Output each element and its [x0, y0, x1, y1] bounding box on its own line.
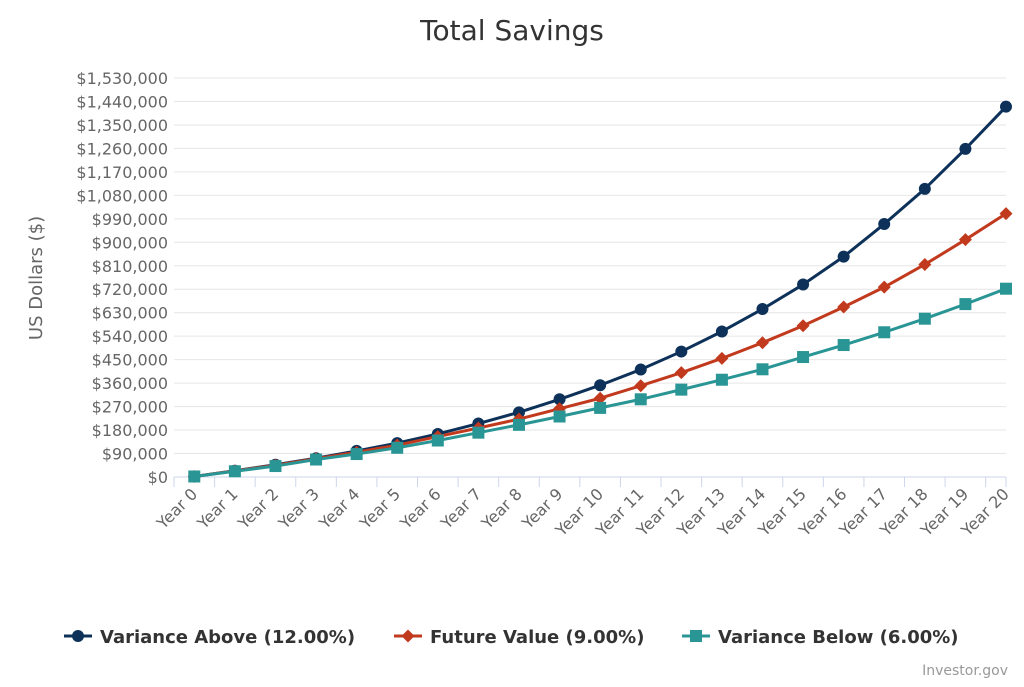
data-point[interactable]	[797, 351, 810, 364]
data-point	[401, 629, 415, 643]
data-point[interactable]	[1000, 282, 1012, 295]
series-3	[188, 282, 1012, 483]
x-tick-label: Year 4	[315, 484, 364, 533]
data-point[interactable]	[431, 434, 444, 447]
data-point[interactable]	[512, 406, 525, 419]
y-tick-label: $1,170,000	[76, 163, 168, 182]
data-point[interactable]	[959, 298, 972, 311]
y-tick-label: $1,260,000	[76, 139, 168, 158]
data-point	[72, 630, 84, 642]
y-tick-label: $990,000	[92, 210, 168, 229]
x-tick-label: Year 8	[477, 484, 526, 533]
y-tick-label: $270,000	[92, 398, 168, 417]
data-point[interactable]	[837, 300, 851, 314]
x-tick-label: Year 2	[233, 484, 282, 533]
data-point[interactable]	[715, 373, 728, 386]
data-point[interactable]	[512, 418, 525, 431]
data-point[interactable]	[918, 312, 931, 325]
y-tick-label: $180,000	[92, 421, 168, 440]
data-point[interactable]	[228, 465, 241, 478]
data-point[interactable]	[797, 278, 810, 291]
data-point[interactable]	[472, 426, 485, 439]
data-point[interactable]	[999, 207, 1013, 221]
data-point[interactable]	[391, 441, 404, 454]
y-tick-label: $810,000	[92, 257, 168, 276]
series-group	[187, 100, 1013, 483]
y-tick-label: $1,440,000	[76, 92, 168, 111]
y-tick-label: $540,000	[92, 327, 168, 346]
data-point[interactable]	[918, 257, 932, 271]
y-tick-label: $1,350,000	[76, 116, 168, 135]
x-tick-label: Year 5	[355, 484, 404, 533]
credit-text[interactable]: Investor.gov	[922, 663, 1008, 679]
data-point[interactable]	[634, 363, 647, 376]
x-tick-label: Year 1	[193, 484, 242, 533]
x-tick-label: Year 7	[436, 484, 485, 533]
chart-title: Total Savings	[419, 14, 604, 47]
data-point[interactable]	[594, 379, 607, 392]
y-tick-label: $630,000	[92, 304, 168, 323]
legend-item-2[interactable]: Future Value (9.00%)	[394, 627, 644, 648]
data-point[interactable]	[837, 339, 850, 352]
data-point[interactable]	[878, 326, 891, 339]
data-point[interactable]	[918, 182, 931, 195]
data-point[interactable]	[675, 383, 688, 396]
y-tick-label: $1,530,000	[76, 69, 168, 88]
data-point[interactable]	[878, 218, 891, 231]
legend-item-3[interactable]: Variance Below (6.00%)	[682, 627, 959, 648]
series-2	[187, 207, 1013, 483]
data-point[interactable]	[634, 379, 648, 393]
legend-label: Variance Below (6.00%)	[718, 627, 959, 648]
legend-item-1[interactable]: Variance Above (12.00%)	[64, 627, 355, 648]
y-tick-label: $450,000	[92, 351, 168, 370]
data-point[interactable]	[756, 303, 769, 316]
data-point[interactable]	[310, 453, 323, 466]
y-tick-label: $720,000	[92, 280, 168, 299]
grid-lines	[174, 77, 1006, 455]
y-tick-label: $360,000	[92, 374, 168, 393]
data-point[interactable]	[188, 470, 201, 483]
data-point[interactable]	[593, 391, 607, 405]
data-point	[690, 630, 702, 642]
series-line[interactable]	[194, 212, 1007, 478]
data-point[interactable]	[756, 363, 769, 376]
data-point[interactable]	[796, 319, 810, 333]
y-tick-label: $1,080,000	[76, 186, 168, 205]
data-point[interactable]	[877, 280, 891, 294]
legend-label: Future Value (9.00%)	[430, 627, 644, 648]
data-point[interactable]	[674, 366, 688, 380]
data-point[interactable]	[634, 393, 647, 406]
y-axis: $0 $90,000 $180,000 $270,000 $360,000 $450,00…	[76, 69, 168, 487]
x-tick-label: Year 6	[396, 484, 445, 533]
data-point[interactable]	[1000, 100, 1012, 113]
legend-label: Variance Above (12.00%)	[100, 627, 355, 648]
y-axis-label: US Dollars ($)	[26, 216, 47, 340]
data-point[interactable]	[715, 325, 728, 338]
data-point[interactable]	[959, 142, 972, 155]
data-point[interactable]	[715, 351, 729, 365]
data-point[interactable]	[837, 250, 850, 263]
data-point[interactable]	[675, 345, 688, 358]
y-tick-label: $90,000	[102, 445, 168, 464]
data-point[interactable]	[269, 460, 282, 473]
series-1	[188, 100, 1012, 483]
data-point[interactable]	[755, 336, 769, 350]
y-tick-label: $900,000	[92, 233, 168, 252]
data-point[interactable]	[594, 401, 607, 414]
legend: Variance Above (12.00%) Future Value (9.0…	[64, 627, 959, 648]
data-point[interactable]	[553, 393, 566, 406]
y-tick-label: $0	[148, 468, 168, 487]
data-point[interactable]	[553, 410, 566, 423]
x-tick-label: Year 0	[152, 484, 201, 533]
data-point[interactable]	[350, 448, 363, 461]
x-tick-label: Year 3	[274, 484, 323, 533]
data-point[interactable]	[958, 233, 972, 247]
